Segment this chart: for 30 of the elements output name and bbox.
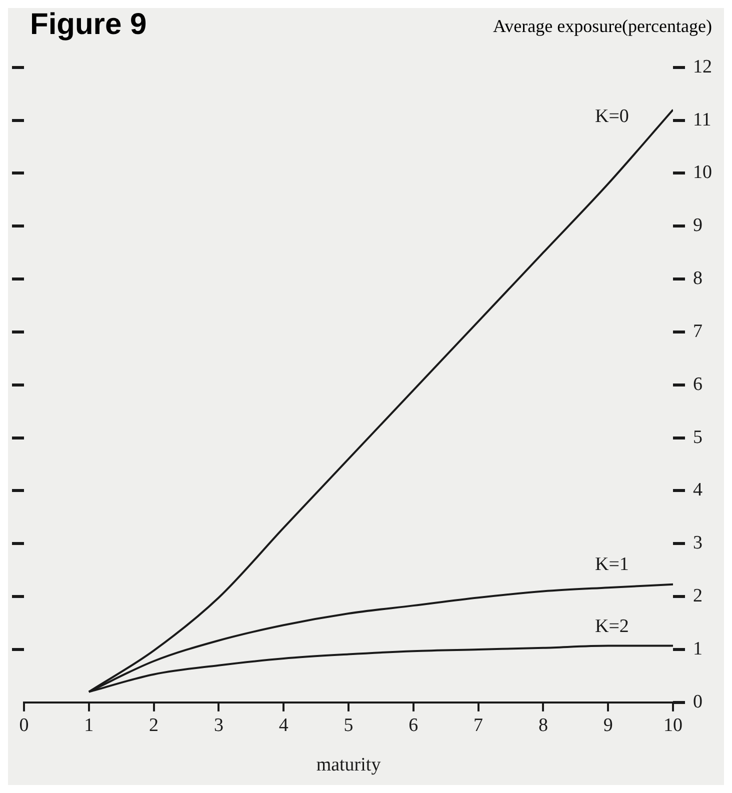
y-axis-title: Average exposure(percentage) — [492, 16, 712, 37]
x-tick-label: 6 — [408, 714, 418, 736]
y-tick-label: 2 — [693, 586, 702, 607]
x-tick-label: 1 — [84, 714, 94, 736]
x-tick-label: 0 — [19, 714, 29, 736]
x-tick-label: 2 — [149, 714, 159, 736]
y-tick-label: 0 — [693, 691, 702, 712]
x-tick-label: 8 — [538, 714, 548, 736]
legend-label: K=0 — [595, 106, 629, 128]
x-tick-label: 3 — [214, 714, 224, 736]
series-label: K=2 — [595, 616, 629, 638]
chart-title: Figure 9 — [30, 8, 147, 42]
x-axis-title: maturity — [316, 754, 382, 776]
x-tick-label: 5 — [344, 714, 354, 736]
x-tick-label: 7 — [474, 714, 484, 736]
y-tick-label: 1 — [693, 638, 702, 660]
y-tick-label: 3 — [693, 532, 702, 554]
x-tick-label: 10 — [664, 714, 682, 736]
series-label: K=1 — [595, 554, 629, 576]
y-tick-label: 10 — [693, 162, 712, 184]
y-tick-label: 4 — [693, 480, 703, 501]
x-tick-label: 4 — [278, 714, 289, 736]
y-tick-label: 6 — [693, 374, 702, 395]
y-tick-label: 5 — [693, 426, 702, 448]
y-tick-label: 7 — [693, 320, 702, 342]
y-tick-label: 9 — [693, 215, 702, 236]
y-tick-label: 8 — [693, 268, 702, 290]
x-tick-label: 9 — [603, 714, 613, 736]
y-tick-label: 11 — [693, 109, 712, 130]
y-tick-label: 12 — [693, 56, 712, 78]
